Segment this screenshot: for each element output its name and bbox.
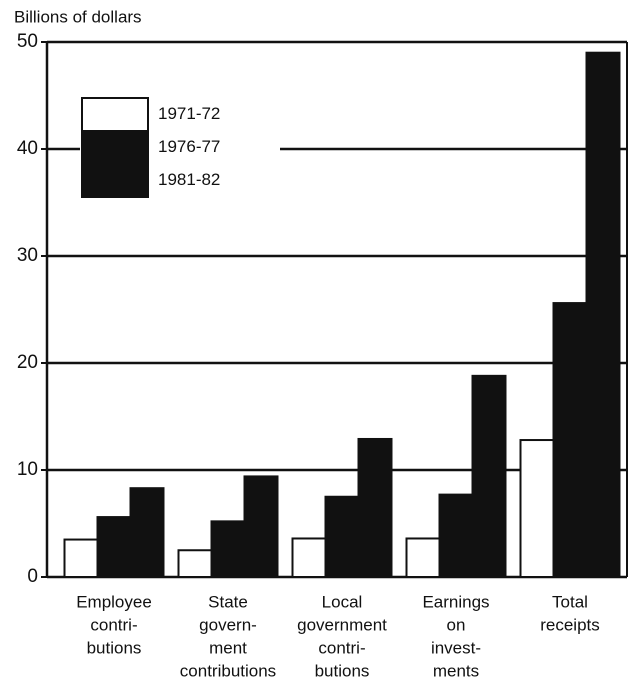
y-tick-label: 10: [17, 459, 38, 480]
x-tick-label: contributions: [180, 661, 276, 680]
x-tick-label: receipts: [540, 615, 600, 634]
bar: [357, 437, 393, 578]
bar: [519, 439, 555, 579]
bar: [291, 537, 327, 578]
x-tick-label: on: [447, 615, 466, 634]
bar: [129, 487, 165, 578]
legend-label: 1981-82: [158, 170, 220, 189]
y-tick-label: 20: [17, 352, 38, 373]
y-axis-label: Billions of dollars: [14, 7, 142, 26]
x-tick-label: butions: [315, 661, 370, 680]
legend-swatch: [81, 97, 149, 132]
x-tick-label: invest-: [431, 638, 481, 657]
x-tick-label: Earnings: [422, 592, 489, 611]
y-tick-label: 30: [17, 245, 38, 266]
legend-label: 1971-72: [158, 104, 220, 123]
bar: [324, 495, 360, 578]
bar: [471, 374, 507, 578]
legend-label: 1976-77: [158, 137, 220, 156]
bar: [96, 516, 132, 579]
bar: [552, 302, 588, 578]
x-tick-label: ments: [433, 661, 479, 680]
x-tick-label: contri-: [318, 638, 365, 657]
bar: [177, 549, 213, 578]
x-tick-label: Employee: [76, 592, 152, 611]
y-tick-label: 0: [27, 566, 38, 587]
x-tick-label: govern-: [199, 615, 257, 634]
x-tick-label: Total: [552, 592, 588, 611]
x-tick-label: government: [297, 615, 387, 634]
x-tick-label: ment: [209, 638, 247, 657]
x-tick-label: State: [208, 592, 248, 611]
legend-swatch: [81, 163, 149, 198]
y-tick-label: 50: [17, 31, 38, 52]
bar: [210, 520, 246, 578]
x-tick-label: butions: [87, 638, 142, 657]
y-tick-label: 40: [17, 138, 38, 159]
bar: [585, 51, 621, 578]
bar: [243, 475, 279, 579]
bar: [438, 493, 474, 578]
bar: [63, 538, 99, 578]
x-tick-label: contri-: [90, 615, 137, 634]
bar: [405, 537, 441, 578]
x-tick-label: Local: [322, 592, 363, 611]
legend-swatch: [81, 130, 149, 165]
